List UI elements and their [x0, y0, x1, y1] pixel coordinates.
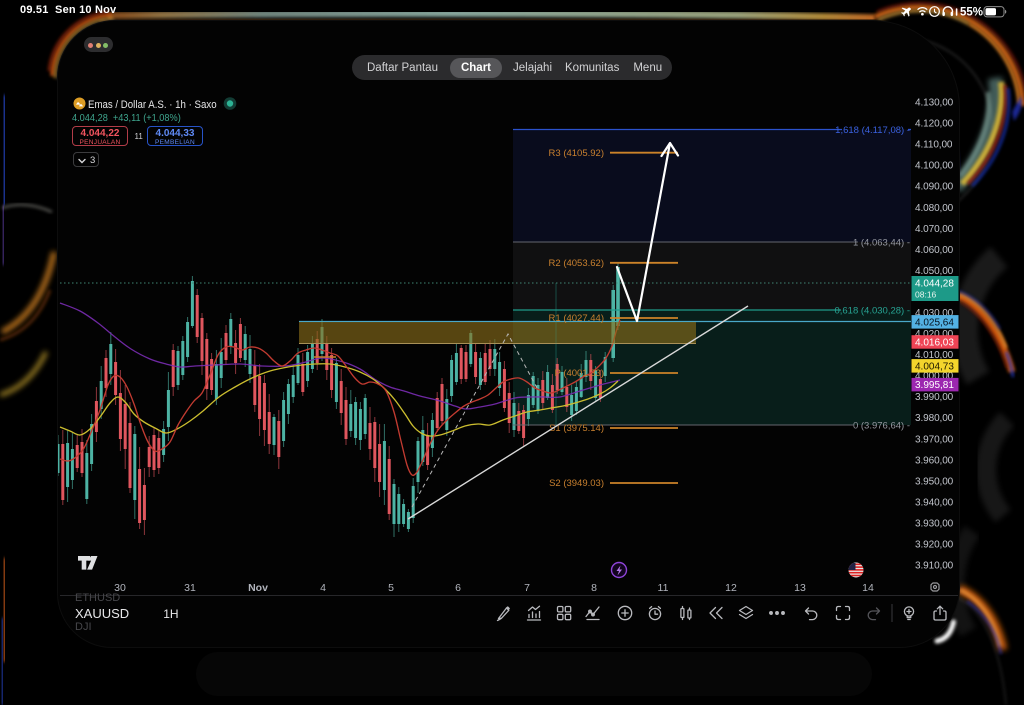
- svg-text:4.100,00: 4.100,00: [915, 161, 954, 172]
- svg-text:4: 4: [320, 582, 326, 594]
- svg-text:4.050,00: 4.050,00: [915, 266, 954, 277]
- svg-text:12: 12: [725, 582, 737, 594]
- svg-text:3.910,00: 3.910,00: [915, 561, 954, 572]
- svg-text:4.060,00: 4.060,00: [915, 245, 954, 256]
- svg-text:R2 (4053.62): R2 (4053.62): [549, 258, 604, 269]
- svg-text:R3 (4105.92): R3 (4105.92): [549, 148, 604, 159]
- svg-text:3.920,00: 3.920,00: [915, 540, 954, 551]
- svg-text:3.995,81: 3.995,81: [915, 380, 954, 391]
- svg-text:4.004,73: 4.004,73: [915, 361, 954, 372]
- svg-text:R1 (4027.44): R1 (4027.44): [549, 313, 604, 324]
- svg-text:3.950,00: 3.950,00: [915, 476, 954, 487]
- svg-text:S1 (3975.14): S1 (3975.14): [549, 423, 604, 434]
- svg-text:4.130,00: 4.130,00: [915, 98, 954, 109]
- svg-text:4.120,00: 4.120,00: [915, 119, 954, 130]
- svg-text:3.990,00: 3.990,00: [915, 392, 954, 403]
- svg-text:4.070,00: 4.070,00: [915, 224, 954, 235]
- svg-text:4.000,00: 4.000,00: [915, 371, 954, 382]
- svg-text:1 (4.063,44) -: 1 (4.063,44) -: [853, 238, 910, 249]
- svg-text:3.940,00: 3.940,00: [915, 497, 954, 508]
- svg-text:Nov: Nov: [248, 582, 268, 594]
- svg-text:7: 7: [524, 582, 530, 594]
- svg-text:3.960,00: 3.960,00: [915, 455, 954, 466]
- svg-text:4.090,00: 4.090,00: [915, 182, 954, 193]
- svg-text:4.016,03: 4.016,03: [915, 338, 954, 349]
- svg-text:4.044,28: 4.044,28: [915, 279, 954, 290]
- svg-text:0 (3.976,64) -: 0 (3.976,64) -: [853, 421, 910, 432]
- svg-text:13: 13: [794, 582, 806, 594]
- svg-text:11: 11: [658, 582, 669, 594]
- svg-text:4.110,00: 4.110,00: [915, 140, 953, 151]
- svg-text:4.025,64: 4.025,64: [915, 317, 954, 328]
- svg-text:S2 (3949.03): S2 (3949.03): [549, 478, 604, 489]
- svg-text:3.980,00: 3.980,00: [915, 413, 954, 424]
- svg-text:4.020,00: 4.020,00: [915, 329, 954, 340]
- svg-text:4.080,00: 4.080,00: [915, 203, 954, 214]
- svg-text:31: 31: [184, 582, 196, 594]
- svg-text:0,618 (4.030,28) -: 0,618 (4.030,28) -: [834, 306, 910, 317]
- svg-text:6: 6: [455, 582, 461, 594]
- svg-text:3.930,00: 3.930,00: [915, 519, 954, 530]
- svg-text:4.030,00: 4.030,00: [915, 308, 954, 319]
- svg-text:P (4001.33): P (4001.33): [555, 368, 604, 379]
- svg-text:55%: 55%: [960, 7, 983, 19]
- svg-text:08:16: 08:16: [915, 290, 937, 300]
- svg-text:3.970,00: 3.970,00: [915, 434, 954, 445]
- svg-text:5: 5: [388, 582, 394, 594]
- svg-text:4.010,00: 4.010,00: [915, 350, 954, 361]
- svg-text:1,618 (4.117,08) -: 1,618 (4.117,08) -: [835, 125, 910, 136]
- svg-text:8: 8: [591, 582, 597, 594]
- svg-text:14: 14: [862, 582, 874, 594]
- svg-text:30: 30: [114, 582, 126, 594]
